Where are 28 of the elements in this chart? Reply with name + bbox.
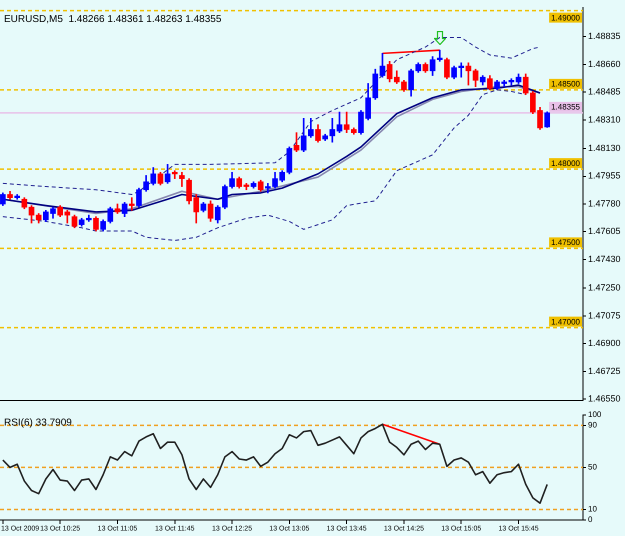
ref-line-label: 1.48000 <box>551 158 581 168</box>
y-tick-label: 50 <box>588 462 598 472</box>
y-tick-label: 1.48485 <box>588 86 621 97</box>
line-series <box>2 89 526 241</box>
y-tick-label: 1.47430 <box>588 254 621 264</box>
y-tick-label: 1.47075 <box>588 310 621 320</box>
ref-line-label: 1.49000 <box>551 13 581 22</box>
ref-line-label: 1.47500 <box>551 238 581 248</box>
y-tick-label: 1.46900 <box>588 338 621 348</box>
y-tick-label: 10 <box>588 504 598 514</box>
y-tick-label: 1.47250 <box>588 282 621 293</box>
y-tick-label: 1.48310 <box>588 114 621 124</box>
ref-line-label: 1.47000 <box>551 317 581 326</box>
chart-title: RSI(6) 33.7909 <box>4 418 72 429</box>
y-tick-label: 1.46550 <box>588 394 621 404</box>
text: EURUSD,M5 1.48266 1.48361 1.48263 1.48355 <box>4 14 222 26</box>
y-tick-label: 0 <box>588 515 593 524</box>
y-tick-label: 1.46725 <box>588 366 621 376</box>
y-tick-label: 100 <box>588 410 602 420</box>
y-tick-label: 1.47605 <box>588 226 621 236</box>
y-tick-label: 1.48660 <box>588 58 621 69</box>
y-tick-label: 90 <box>588 420 598 430</box>
y-tick-label: 1.48130 <box>588 142 621 153</box>
y-tick-label: 1.47780 <box>588 198 621 208</box>
y-tick-label: 1.47955 <box>588 170 621 181</box>
ref-line-label: 1.48355 <box>551 102 581 112</box>
ref-line-label: 1.48500 <box>551 80 581 89</box>
y-tick-label: 1.48835 <box>588 31 621 42</box>
